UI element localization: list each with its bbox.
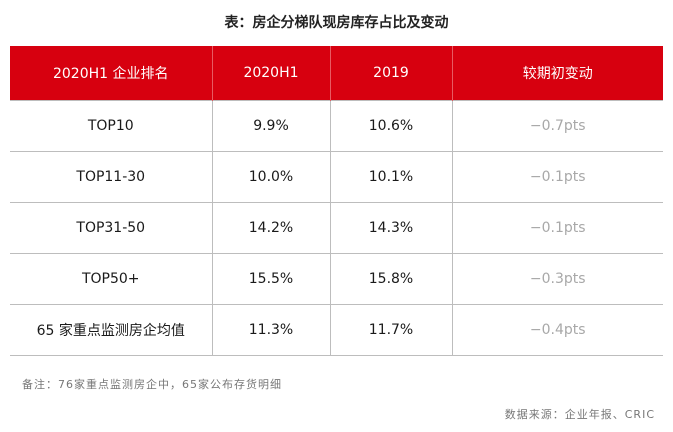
cell-change: −0.7pts [451,100,663,152]
table-row: TOP10 9.9% 10.6% −0.7pts [10,100,663,152]
cell-rank: 65 家重点监测房企均值 [10,304,212,356]
table-row: TOP50+ 15.5% 15.8% −0.3pts [10,253,663,305]
cell-rank: TOP50+ [10,253,212,305]
cell-2019: 14.3% [329,202,452,254]
cell-change: −0.4pts [451,304,663,356]
cell-rank: TOP11-30 [10,151,212,203]
cell-2020h1: 14.2% [211,202,330,254]
cell-change: −0.1pts [451,151,663,203]
cell-rank: TOP31-50 [10,202,212,254]
cell-2019: 10.1% [329,151,452,203]
header-2020h1: 2020H1 [211,46,330,101]
table-title: 表：房企分梯队现房库存占比及变动 [224,15,449,31]
cell-2019: 10.6% [329,100,452,152]
cell-2020h1: 10.0% [211,151,330,203]
header-change: 较期初变动 [451,46,663,101]
cell-2020h1: 11.3% [211,304,330,356]
cell-2019: 11.7% [329,304,452,356]
cell-change: −0.3pts [451,253,663,305]
data-source: 数据来源：企业年报、CRIC [504,408,655,421]
inventory-table: 2020H1 企业排名 2020H1 2019 较期初变动 TOP10 9.9%… [10,46,663,356]
header-2019: 2019 [329,46,452,101]
table-row: TOP11-30 10.0% 10.1% −0.1pts [10,151,663,203]
cell-2020h1: 9.9% [211,100,330,152]
cell-change: −0.1pts [451,202,663,254]
header-row: 2020H1 企业排名 2020H1 2019 较期初变动 [10,46,663,101]
table-row: TOP31-50 14.2% 14.3% −0.1pts [10,202,663,254]
table-row: 65 家重点监测房企均值 11.3% 11.7% −0.4pts [10,304,663,356]
cell-2019: 15.8% [329,253,452,305]
footnote: 备注：76家重点监测房企中，65家公布存货明细 [22,378,282,391]
header-rank: 2020H1 企业排名 [10,46,212,101]
cell-2020h1: 15.5% [211,253,330,305]
cell-rank: TOP10 [10,100,212,152]
